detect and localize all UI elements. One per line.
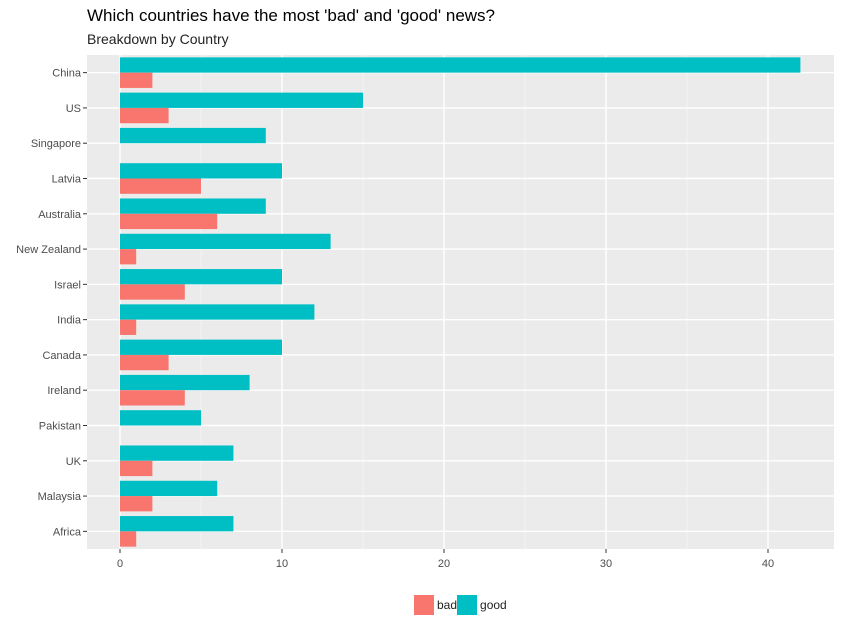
y-tick-label: Singapore — [31, 138, 81, 150]
bar-bad — [120, 460, 153, 477]
bar-good — [120, 233, 331, 250]
y-tick-label: Malaysia — [38, 491, 82, 503]
y-tick-label: UK — [66, 456, 82, 468]
bar-good — [120, 480, 218, 497]
legend-label-bad: bad — [437, 598, 458, 612]
y-tick-label: Australia — [38, 209, 82, 221]
legend-item-good: good — [457, 595, 507, 615]
bar-bad — [120, 319, 137, 335]
bar-bad — [120, 284, 185, 300]
legend-label-good: good — [480, 598, 507, 612]
x-tick-label: 30 — [600, 558, 612, 570]
y-tick-label: Canada — [42, 350, 81, 362]
x-tick-label: 20 — [438, 558, 450, 570]
y-tick-label: India — [57, 315, 82, 327]
bar-good — [120, 163, 282, 179]
bar-bad — [120, 107, 169, 124]
chart-title: Which countries have the most 'bad' and … — [87, 6, 495, 25]
y-tick-label: Israel — [54, 279, 81, 291]
bars — [120, 57, 801, 547]
bar-good — [120, 339, 282, 355]
legend-item-bad: bad — [414, 595, 457, 615]
x-tick-label: 10 — [276, 558, 288, 570]
legend: bad good — [414, 594, 507, 616]
y-tick-label: China — [52, 68, 82, 80]
bar-good — [120, 269, 282, 285]
bar-good — [120, 92, 363, 108]
y-tick-label: Latvia — [52, 174, 82, 186]
bar-good — [120, 304, 315, 320]
legend-key-bad — [414, 595, 434, 615]
bar-bad — [120, 354, 169, 371]
bar-good — [120, 445, 234, 461]
legend-key-good — [457, 595, 478, 615]
y-axis: China US Singapore Latvia Australia New Zeala… — [16, 68, 87, 538]
bar-good — [120, 198, 266, 214]
bar-bad — [120, 178, 201, 194]
bar-bad — [120, 531, 137, 547]
x-tick-label: 0 — [117, 558, 123, 570]
y-tick-label: US — [66, 103, 81, 115]
y-tick-label: Africa — [53, 526, 82, 538]
bar-good — [120, 127, 266, 144]
bar-bad — [120, 72, 153, 88]
y-tick-label: Ireland — [47, 385, 81, 397]
bar-good — [120, 374, 250, 391]
y-tick-label: Pakistan — [39, 421, 81, 433]
bar-good — [120, 57, 801, 73]
y-tick-label: New Zealand — [16, 244, 81, 256]
bar-bad — [120, 390, 185, 406]
bar-bad — [120, 496, 153, 512]
bar-good — [120, 410, 201, 426]
bar-good — [120, 516, 234, 532]
bar-bad — [120, 213, 218, 230]
chart-subtitle: Breakdown by Country — [87, 31, 229, 47]
x-tick-label: 40 — [762, 558, 774, 570]
x-axis: 0 10 20 30 40 — [117, 549, 774, 570]
bar-bad — [120, 249, 137, 265]
